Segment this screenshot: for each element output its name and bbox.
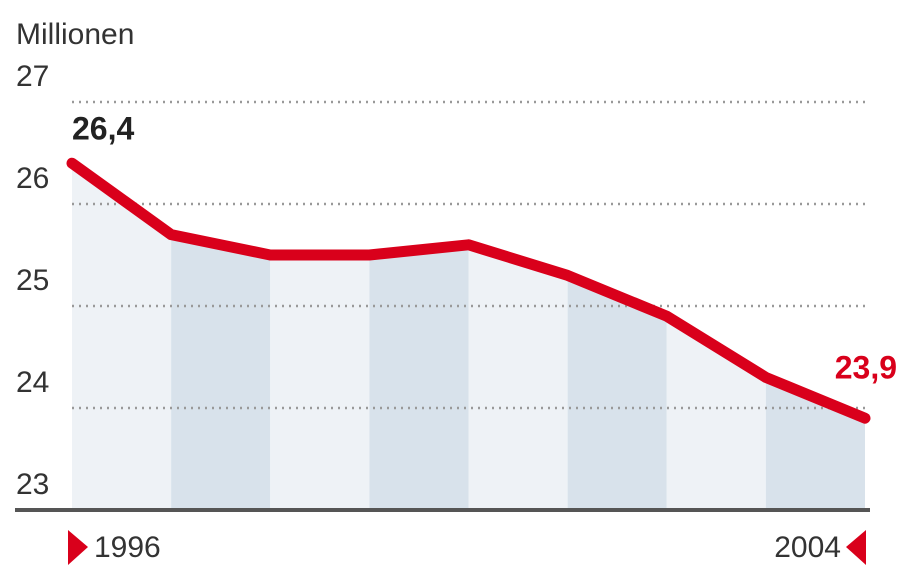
y-tick-label: 25 bbox=[16, 264, 49, 297]
x-tick-label: 2004 bbox=[774, 531, 841, 564]
band bbox=[369, 163, 469, 510]
band bbox=[666, 163, 766, 510]
x-tick-label: 1996 bbox=[94, 531, 161, 564]
line bbox=[66, 157, 871, 424]
y-axis-label: Millionen bbox=[16, 18, 134, 51]
band bbox=[270, 163, 370, 510]
value-label: 26,4 bbox=[72, 111, 134, 147]
end-marker bbox=[846, 530, 866, 565]
y-tick-label: 23 bbox=[16, 468, 49, 501]
band bbox=[765, 163, 865, 510]
band bbox=[171, 163, 271, 510]
y-tick-label: 27 bbox=[16, 60, 49, 93]
value-label: 23,9 bbox=[835, 350, 897, 386]
start-marker bbox=[68, 530, 88, 565]
y-tick-label: 24 bbox=[16, 366, 49, 399]
bands bbox=[72, 163, 865, 510]
y-tick-label: 26 bbox=[16, 162, 49, 195]
